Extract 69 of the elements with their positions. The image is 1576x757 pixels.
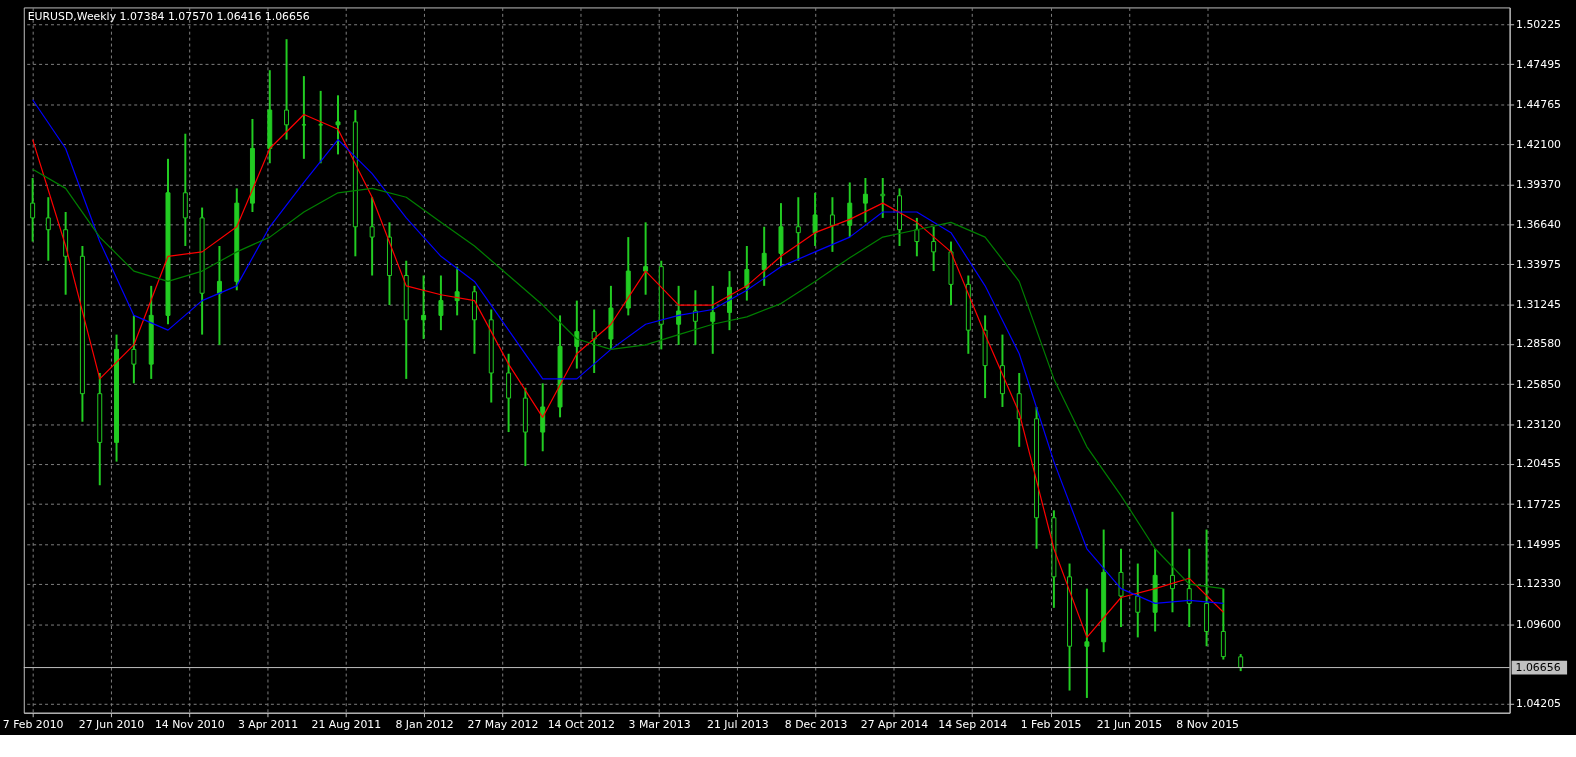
x-tick-label: 21 Jul 2013 — [707, 718, 769, 732]
candlestick — [131, 314, 137, 385]
ref-line-label: 1.06656 — [1515, 660, 1561, 674]
candlestick — [1084, 587, 1090, 699]
candlestick — [591, 308, 597, 374]
x-tick-label: 14 Oct 2012 — [547, 718, 615, 732]
y-tick-label: 1.47495 — [1516, 57, 1562, 71]
candlestick — [931, 225, 937, 273]
x-tick-label: 14 Sep 2014 — [938, 718, 1008, 732]
x-tick-label: 3 Mar 2013 — [628, 718, 691, 732]
x-tick-label: 21 Aug 2011 — [311, 718, 382, 732]
candlestick — [643, 221, 649, 296]
x-tick-label: 7 Feb 2010 — [2, 718, 64, 732]
candlestick — [862, 177, 868, 224]
y-tick-label: 1.44765 — [1516, 98, 1562, 112]
y-tick-label: 1.28580 — [1516, 337, 1562, 351]
y-tick-label: 1.25850 — [1516, 377, 1562, 391]
x-tick-label: 27 Jun 2010 — [78, 718, 145, 732]
line-series — [32, 168, 1224, 590]
candlestick — [1186, 547, 1192, 629]
candlestick — [744, 244, 750, 302]
y-tick-label: 1.09600 — [1516, 617, 1562, 631]
candlestick — [761, 225, 767, 287]
x-tick-label: 27 May 2012 — [467, 718, 539, 732]
y-tick-label: 1.39370 — [1516, 177, 1562, 191]
candlestick — [914, 216, 920, 258]
candlestick — [710, 284, 716, 355]
y-tick-label: 1.50225 — [1516, 17, 1562, 31]
candlestick — [847, 181, 853, 239]
candlestick — [1169, 510, 1175, 614]
y-tick-label: 1.23120 — [1516, 417, 1562, 431]
y-tick-label: 1.33975 — [1516, 257, 1562, 271]
candlestick — [369, 196, 375, 277]
candlestick — [454, 265, 460, 317]
candlestick — [335, 94, 341, 156]
x-tick-label: 1 Feb 2015 — [1020, 718, 1082, 732]
chart-title: EURUSD,Weekly 1.07384 1.07570 1.06416 1.06656 — [27, 10, 310, 24]
candlestick — [880, 177, 886, 219]
x-tick-label: 8 Dec 2013 — [784, 718, 848, 732]
candlestick — [1135, 562, 1141, 639]
x-tick-label: 14 Nov 2010 — [154, 718, 225, 732]
candlestick — [692, 289, 698, 346]
x-tick-label: 8 Jan 2012 — [395, 718, 454, 732]
y-tick-label: 1.17725 — [1516, 497, 1562, 511]
candlestick — [301, 75, 307, 160]
candlestick — [318, 89, 324, 165]
y-tick-label: 1.12330 — [1516, 577, 1562, 591]
y-tick-label: 1.20455 — [1516, 457, 1562, 471]
y-tick-label: 1.42100 — [1516, 137, 1562, 151]
candlestick — [812, 191, 818, 247]
x-tick-label: 21 Jun 2015 — [1096, 718, 1163, 732]
candlestick — [30, 177, 36, 243]
y-tick-label: 1.31245 — [1516, 297, 1562, 311]
y-tick-label: 1.14995 — [1516, 537, 1562, 551]
y-tick-label: 1.04205 — [1516, 697, 1562, 711]
candlestick — [574, 299, 580, 370]
x-tick-label: 8 Nov 2015 — [1176, 718, 1239, 732]
candlestick — [45, 196, 51, 262]
x-tick-label: 3 Apr 2011 — [237, 718, 299, 732]
candlestick — [829, 196, 835, 253]
candlestick — [795, 196, 801, 262]
candlestick — [438, 274, 444, 332]
candlestick — [421, 274, 427, 341]
candlestick — [216, 244, 222, 346]
candlestick — [1118, 547, 1124, 629]
candlestick — [284, 38, 290, 141]
y-tick-label: 1.36640 — [1516, 218, 1562, 232]
x-tick-label: 27 Apr 2014 — [860, 718, 929, 732]
candlestick — [676, 284, 682, 346]
